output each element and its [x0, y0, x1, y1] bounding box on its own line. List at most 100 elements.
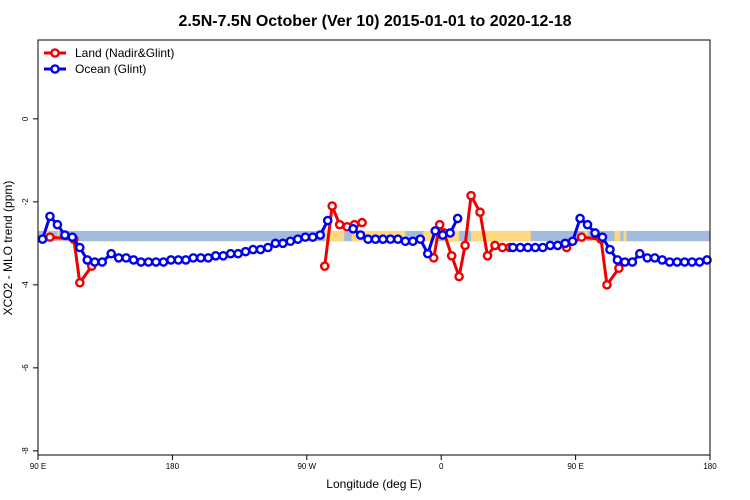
- data-point: [203, 253, 214, 263]
- y-tick-label: -2: [21, 198, 30, 206]
- data-point: [378, 234, 388, 244]
- y-tick-label: 0: [21, 116, 30, 121]
- data-point: [614, 263, 624, 274]
- data-point: [327, 201, 337, 211]
- data-point: [430, 226, 441, 236]
- data-point: [545, 240, 556, 251]
- series-ocean: [37, 211, 712, 267]
- x-tick-label: 180: [703, 462, 717, 471]
- data-point: [702, 255, 712, 265]
- data-point: [694, 257, 705, 267]
- data-point: [627, 257, 638, 267]
- data-point: [560, 238, 570, 249]
- data-point: [567, 236, 578, 247]
- data-point: [278, 238, 288, 249]
- x-tick-label: 90 W: [297, 462, 316, 471]
- data-point: [263, 242, 273, 253]
- data-point: [523, 242, 533, 253]
- land-band-segment: [57, 230, 59, 242]
- data-point: [67, 232, 78, 242]
- data-point: [612, 255, 623, 265]
- data-point: [552, 240, 563, 251]
- y-tick-label: -8: [21, 447, 30, 455]
- data-point: [452, 213, 463, 224]
- data-point: [597, 232, 608, 242]
- data-point: [605, 244, 615, 255]
- legend-marker: [50, 48, 60, 58]
- data-point: [225, 248, 236, 259]
- data-point: [173, 255, 184, 265]
- land-band-segment: [423, 230, 437, 242]
- data-point: [466, 190, 476, 201]
- data-point: [348, 224, 358, 234]
- data-point: [576, 232, 587, 242]
- data-point: [52, 219, 63, 230]
- data-point: [319, 261, 330, 271]
- data-point: [158, 257, 169, 267]
- data-point: [45, 211, 55, 222]
- data-point: [446, 250, 457, 261]
- data-point: [181, 255, 191, 265]
- data-point: [679, 257, 690, 267]
- data-point: [128, 255, 139, 265]
- data-point: [482, 250, 493, 261]
- data-point: [97, 257, 108, 267]
- data-point: [664, 257, 675, 267]
- legend-entry: Ocean (Glint): [75, 62, 146, 76]
- data-point: [363, 234, 373, 244]
- data-point: [355, 230, 366, 240]
- data-point: [233, 248, 243, 259]
- data-point: [687, 257, 697, 267]
- data-point: [497, 242, 508, 253]
- data-point: [515, 242, 526, 253]
- x-tick-label: 90 E: [30, 462, 46, 471]
- data-point: [620, 257, 630, 267]
- data-point: [334, 219, 345, 230]
- land-band-segment: [614, 230, 621, 242]
- data-point: [240, 246, 251, 257]
- data-point: [322, 215, 333, 226]
- data-point: [270, 238, 281, 249]
- legend: Land (Nadir&Glint) Ocean (Glint): [44, 46, 174, 76]
- y-tick-label: -6: [21, 364, 30, 372]
- data-point: [113, 253, 124, 263]
- data-point: [490, 240, 500, 251]
- land-band-segment: [623, 230, 627, 242]
- data-point: [370, 234, 381, 244]
- data-point: [60, 230, 70, 240]
- land-band-segment: [471, 230, 531, 242]
- data-point: [37, 234, 48, 244]
- data-point: [385, 234, 396, 244]
- legend-entry: Land (Nadir&Glint): [75, 46, 174, 60]
- data-point: [143, 257, 154, 267]
- data-point: [121, 253, 131, 263]
- data-point: [255, 244, 266, 255]
- chart-title: 2.5N-7.5N October (Ver 10) 2015-01-01 to…: [178, 13, 571, 30]
- data-point: [642, 253, 653, 263]
- series-layer: [37, 190, 712, 290]
- data-point: [575, 213, 585, 224]
- legend-marker: [50, 64, 60, 74]
- x-axis-label: Longitude (deg E): [326, 477, 421, 491]
- data-point: [460, 240, 470, 251]
- x-axis: 90 E 180 90 W 0 90 E 180: [30, 455, 717, 471]
- y-axis-label: XCO2 - MLO trend (ppm): [1, 181, 15, 316]
- data-point: [89, 257, 100, 267]
- data-point: [400, 236, 411, 247]
- y-axis: 0 -2 -4 -6 -8: [21, 116, 38, 454]
- data-point: [75, 277, 85, 288]
- data-point: [293, 234, 303, 244]
- data-point: [357, 217, 367, 228]
- data-point: [408, 236, 418, 247]
- data-point: [166, 255, 176, 265]
- data-point: [136, 257, 146, 267]
- data-point: [649, 253, 660, 263]
- data-point: [657, 255, 668, 265]
- data-point: [530, 242, 541, 253]
- data-point: [635, 248, 645, 259]
- data-point: [582, 219, 593, 230]
- data-point: [307, 232, 318, 242]
- data-point: [590, 228, 600, 238]
- data-point: [508, 242, 518, 253]
